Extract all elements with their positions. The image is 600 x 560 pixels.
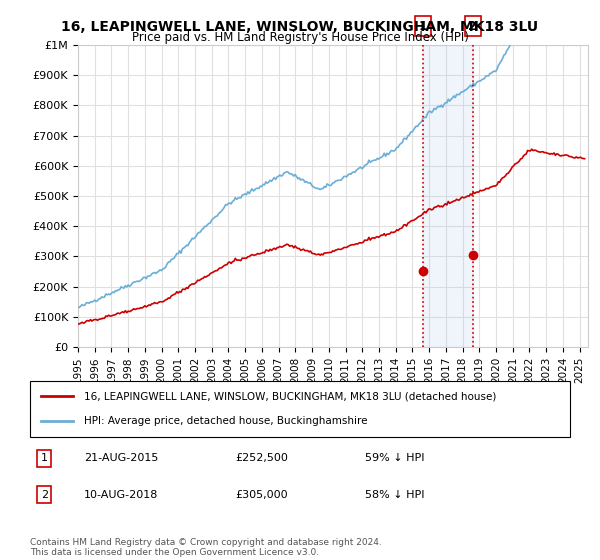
Text: 59% ↓ HPI: 59% ↓ HPI [365,454,424,464]
Text: £305,000: £305,000 [235,490,288,500]
Text: 1: 1 [41,454,48,464]
Text: 2: 2 [469,20,477,32]
Text: £252,500: £252,500 [235,454,288,464]
Text: 2: 2 [41,490,48,500]
Text: 10-AUG-2018: 10-AUG-2018 [84,490,158,500]
FancyBboxPatch shape [30,381,570,437]
Text: Contains HM Land Registry data © Crown copyright and database right 2024.
This d: Contains HM Land Registry data © Crown c… [30,538,382,557]
Text: 16, LEAPINGWELL LANE, WINSLOW, BUCKINGHAM, MK18 3LU (detached house): 16, LEAPINGWELL LANE, WINSLOW, BUCKINGHA… [84,391,496,402]
Text: 1: 1 [419,20,428,32]
Text: HPI: Average price, detached house, Buckinghamshire: HPI: Average price, detached house, Buck… [84,416,367,426]
Text: 21-AUG-2015: 21-AUG-2015 [84,454,158,464]
Text: Price paid vs. HM Land Registry's House Price Index (HPI): Price paid vs. HM Land Registry's House … [131,31,469,44]
Text: 58% ↓ HPI: 58% ↓ HPI [365,490,424,500]
Bar [423,45,473,347]
Text: 16, LEAPINGWELL LANE, WINSLOW, BUCKINGHAM, MK18 3LU: 16, LEAPINGWELL LANE, WINSLOW, BUCKINGHA… [61,20,539,34]
